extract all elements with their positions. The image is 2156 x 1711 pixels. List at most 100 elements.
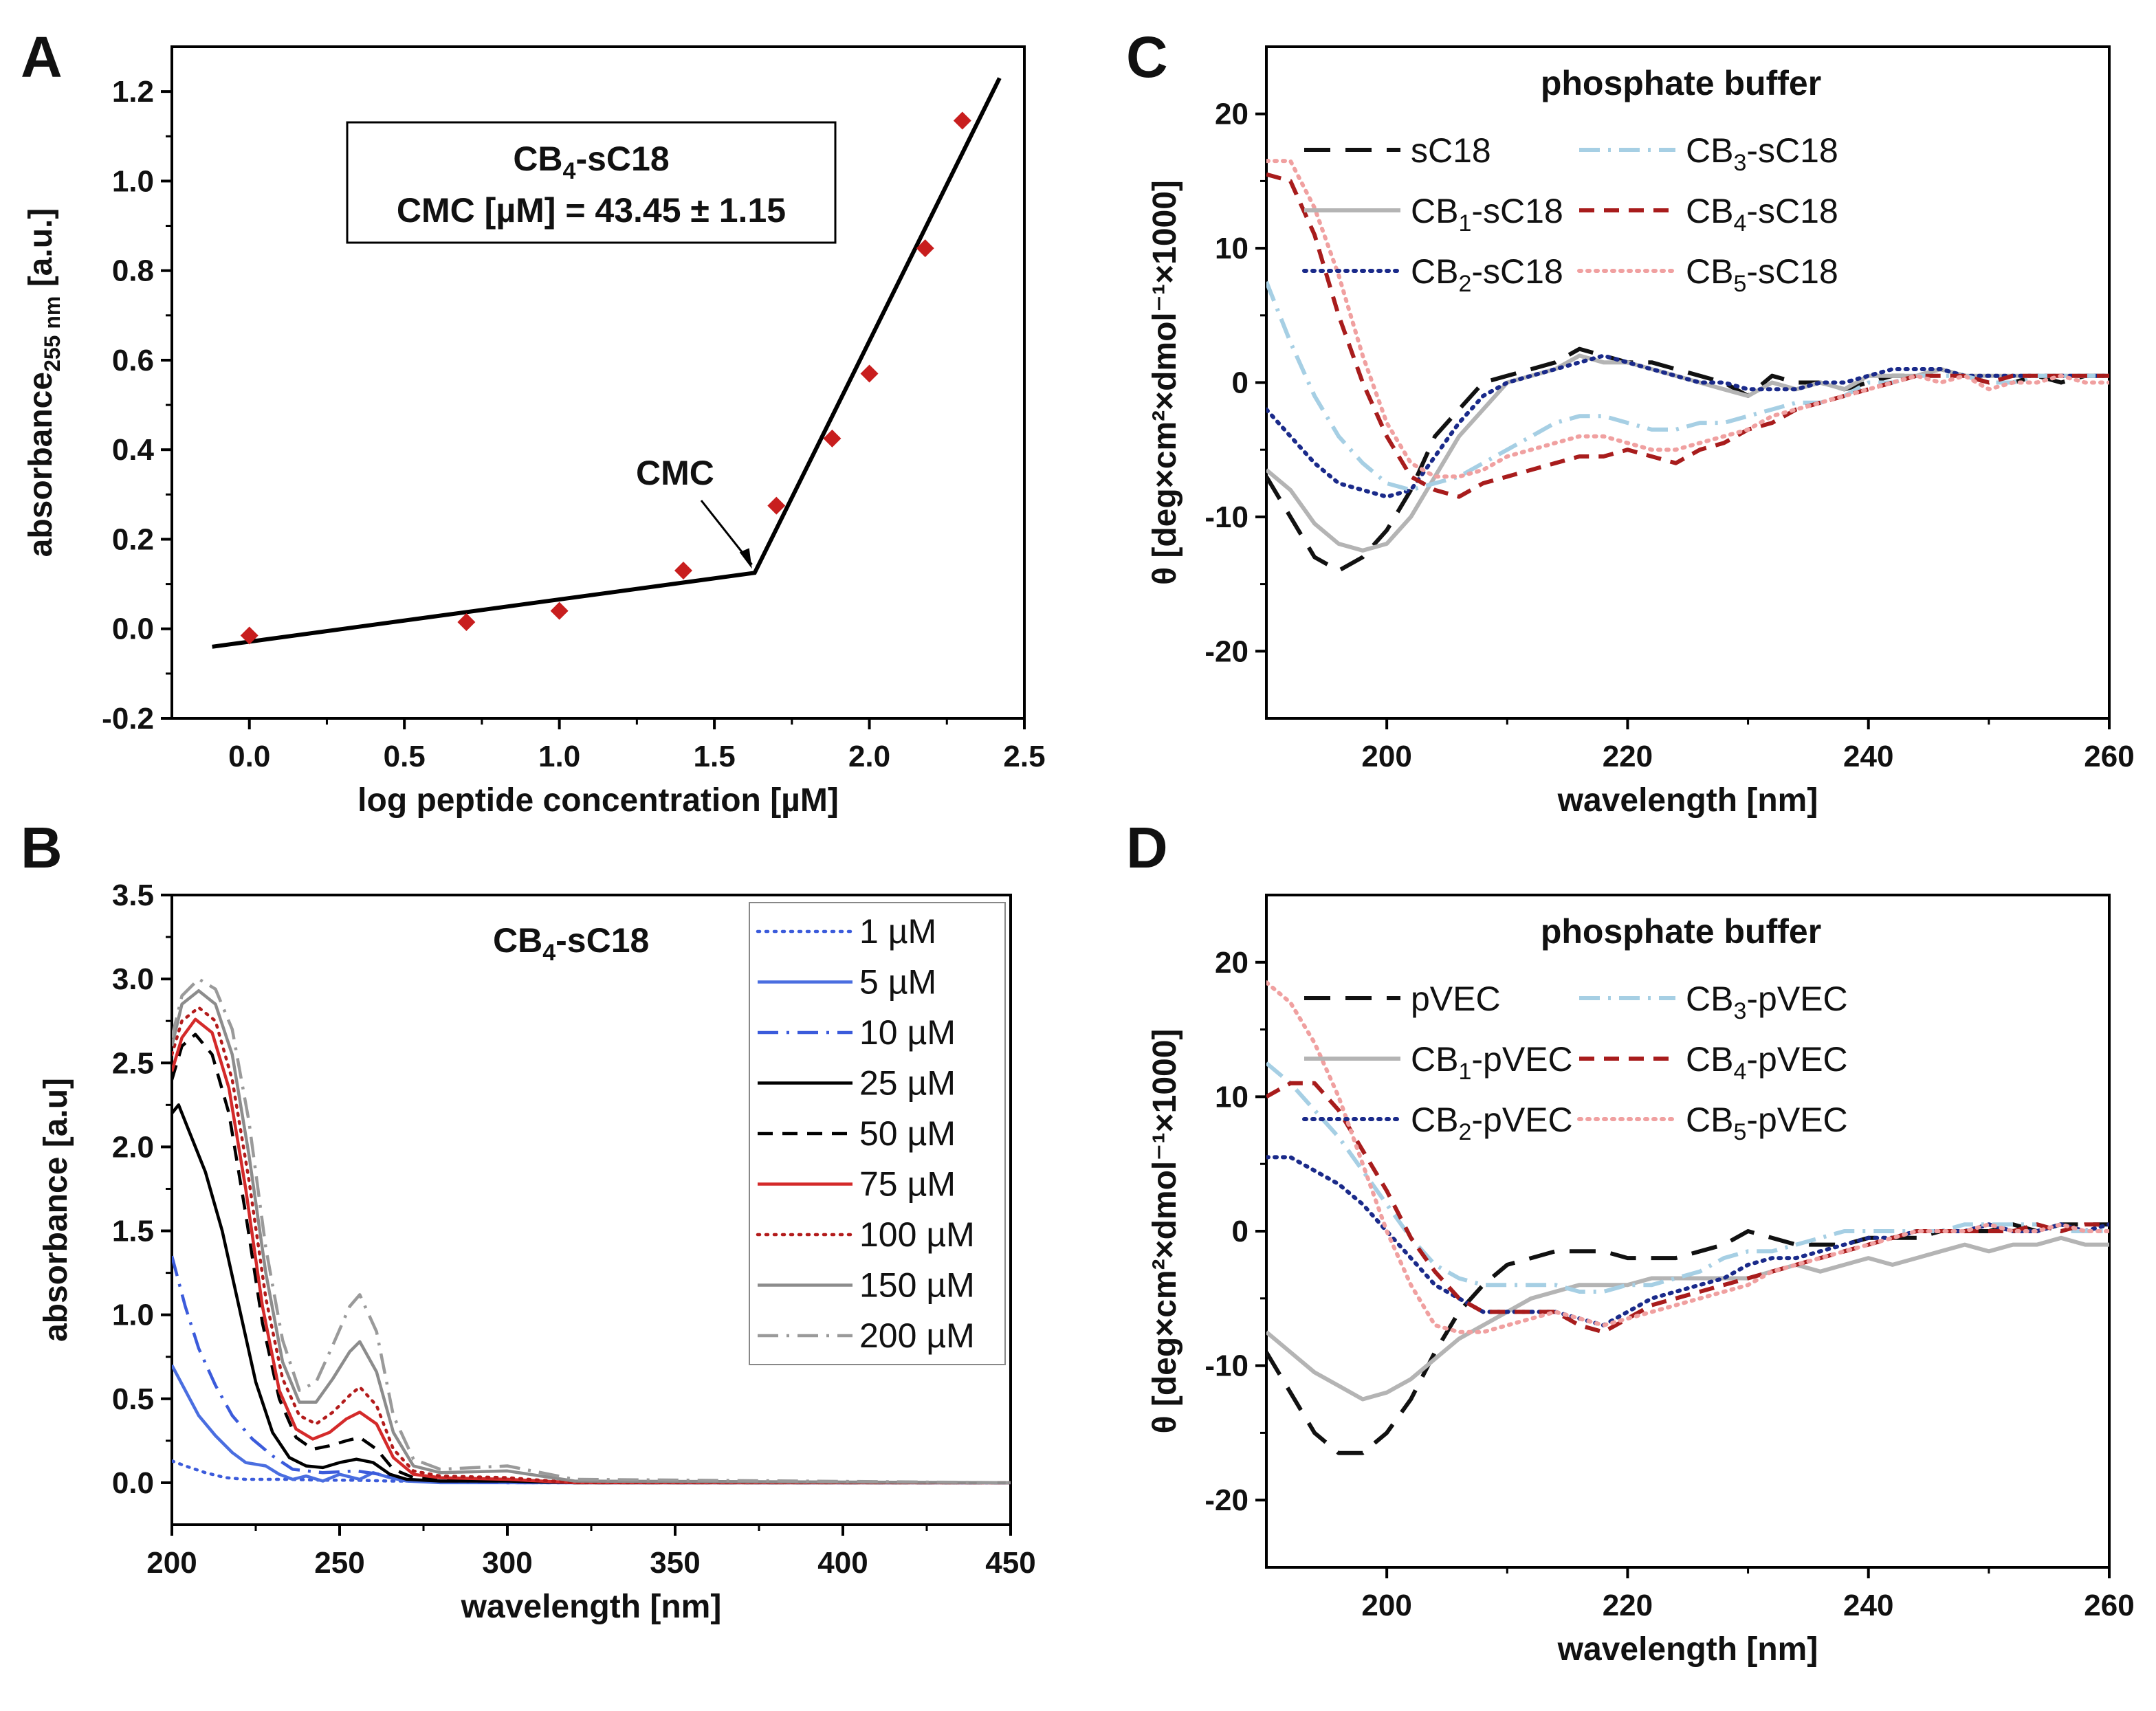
legend-label-rest: -sC18 (1746, 192, 1838, 230)
y-tick-label: 0.2 (112, 522, 154, 556)
series-line-3 (1266, 1155, 2109, 1327)
series-line-2 (1266, 1235, 2109, 1402)
panel-letter: A (21, 25, 63, 89)
data-point (767, 496, 786, 515)
legend-label: 50 µM (859, 1114, 956, 1153)
x-tick-label: 1.5 (694, 740, 736, 773)
y-tick-label: 0.8 (112, 254, 154, 288)
cmc-annotation-box (346, 121, 837, 244)
y-tick-label: 1.0 (112, 1299, 154, 1332)
legend-label-main: CB (1411, 192, 1458, 230)
data-point (953, 111, 971, 130)
y-tick-label: -20 (1204, 1483, 1248, 1517)
cmc-label: CMC (636, 454, 714, 492)
x-tick-label: 450 (985, 1546, 1035, 1580)
legend-label: 100 µM (859, 1215, 975, 1254)
series-group (172, 977, 1011, 1485)
x-tick-label: 200 (146, 1546, 197, 1580)
annotation-title-main: CB (513, 140, 562, 178)
y-tick-label: 0.6 (112, 344, 154, 377)
data-point (674, 562, 692, 580)
y-tick-label: 0 (1232, 366, 1248, 400)
y-tick-label: 10 (1215, 232, 1248, 265)
series-line-6 (1266, 980, 2109, 1334)
legend-label-sub: 3 (1733, 150, 1746, 176)
legend-label-sub: 1 (1458, 1059, 1471, 1085)
panel-d: D 200 220 240 260 -20 -10 0 10 20 wavelength [nm] θ… (1126, 815, 2135, 1668)
x-axis-label: wavelength [nm] (1557, 782, 1818, 819)
y-axis-label: absorbance [a.u] (38, 1078, 74, 1342)
legend-label-rest: -sC18 (1471, 252, 1563, 291)
x-axis-label: log peptide concentration [µM] (358, 782, 839, 819)
legend-label: 200 µM (859, 1316, 975, 1355)
y-tick-label: -0.2 (102, 702, 154, 736)
cmc-arrowhead (739, 548, 752, 569)
legend-label-main: CB (1411, 252, 1458, 291)
y-tick-label: 0.0 (112, 612, 154, 646)
legend-label-rest: -sC18 (1471, 192, 1563, 230)
y-tick-label: 1.0 (112, 164, 154, 198)
series-line-6 (172, 1017, 1011, 1485)
legend-label-sub: 1 (1458, 210, 1471, 236)
y-tick-label: 0.5 (112, 1382, 154, 1416)
panel-b: B 200 250 300 350 400 450 0.0 0.5 1.0 1.5 2.0 2.5 3.0… (21, 815, 1036, 1625)
y-tick-label: -20 (1204, 634, 1248, 668)
legend-label: CB4-pVEC (1686, 1040, 1848, 1085)
x-tick-label: 260 (2084, 1589, 2134, 1622)
x-tick-label: 260 (2084, 740, 2134, 773)
legend-label: sC18 (1411, 131, 1491, 170)
x-tick-label: 250 (314, 1546, 364, 1580)
y-axis-label: θ [deg×cm²×dmol⁻¹×1000] (1147, 1029, 1183, 1434)
y-tick-label: 20 (1215, 98, 1248, 131)
legend-label-sub: 2 (1458, 271, 1471, 297)
legend-label-main: CB (1411, 1040, 1458, 1079)
x-tick-label: 220 (1603, 740, 1653, 773)
panel-b-title-rest: -sC18 (556, 921, 649, 960)
y-tick-label: 0.4 (112, 433, 155, 467)
x-tick-label: 2.5 (1003, 740, 1045, 773)
data-point (457, 612, 476, 631)
panel-c: C 200 220 240 260 -20 -10 0 10 20 wavelength [nm] θ… (1126, 25, 2135, 819)
legend-label-main: pVEC (1411, 980, 1501, 1018)
legend-label-main: CB (1686, 1040, 1733, 1079)
legend-label-sub: 5 (1733, 1119, 1746, 1145)
legend-label: 75 µM (859, 1165, 956, 1204)
y-axis-label-unit: [a.u.] (23, 208, 59, 296)
x-tick-label: 300 (482, 1546, 532, 1580)
legend-label: CB3-sC18 (1686, 131, 1838, 176)
legend-label-main: sC18 (1411, 131, 1491, 170)
x-tick-label: 240 (1843, 1589, 1893, 1622)
y-axis-label-sub: 255 nm (40, 296, 65, 372)
data-point (860, 364, 879, 383)
panel-letter: C (1126, 25, 1168, 89)
fit-line (212, 77, 1002, 649)
legend-label-sub: 4 (1733, 210, 1746, 236)
annotation-title-rest: -sC18 (575, 140, 669, 178)
legend-label-main: CB (1686, 192, 1733, 230)
panel-letter: D (1126, 815, 1168, 880)
legend-label: CB1-pVEC (1411, 1040, 1573, 1085)
y-tick-label: 10 (1215, 1080, 1248, 1114)
y-tick-label: 20 (1215, 946, 1248, 980)
legend-label: CB5-sC18 (1686, 252, 1838, 297)
series-line-5 (172, 1033, 1011, 1485)
series-line-4 (172, 1103, 1011, 1485)
series-line-8 (172, 989, 1011, 1485)
series-line-6 (1266, 159, 2109, 479)
legend-label: 150 µM (859, 1266, 975, 1305)
legend-label-sub: 5 (1733, 271, 1746, 297)
series-line-4 (1266, 1061, 2109, 1294)
y-axis-label-main: absorbance (23, 372, 59, 557)
legend-label-rest: -pVEC (1746, 1101, 1847, 1139)
legend-label-sub: 4 (1733, 1059, 1746, 1085)
series-group (1266, 159, 2109, 573)
data-point (823, 429, 842, 448)
legend-label: 10 µM (859, 1013, 956, 1052)
plot-frame (170, 45, 1026, 720)
data-point (240, 626, 258, 645)
x-tick-label: 400 (817, 1546, 868, 1580)
data-point (550, 601, 569, 620)
x-axis-label: wavelength [nm] (461, 1589, 722, 1625)
legend-label: CB1-sC18 (1411, 192, 1563, 236)
x-tick-label: 1.0 (538, 740, 580, 773)
